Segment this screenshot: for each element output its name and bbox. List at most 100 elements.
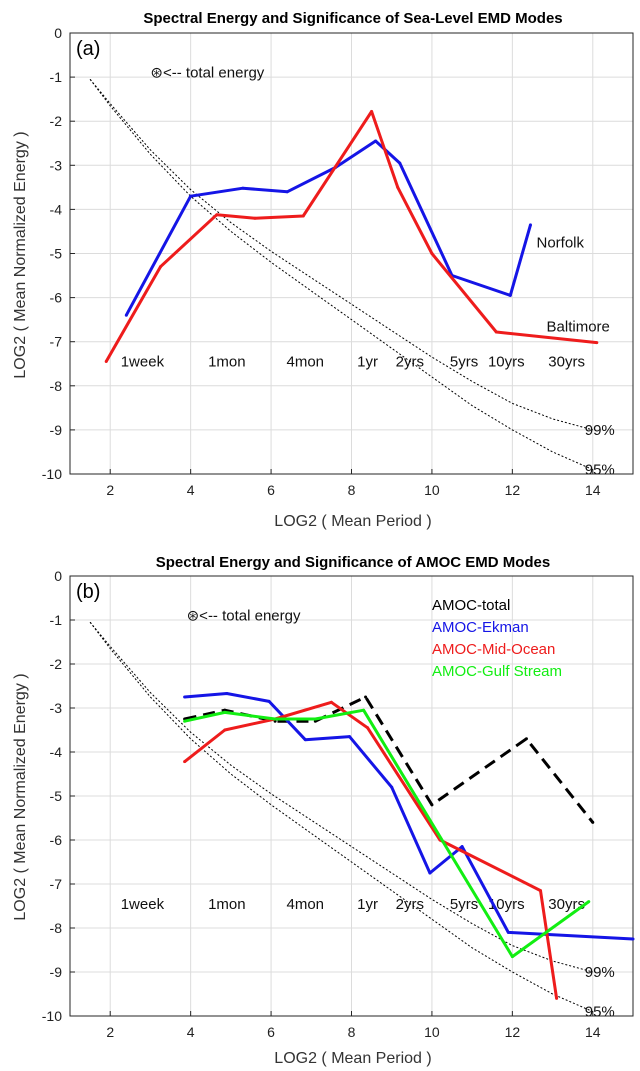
panel-b-xlabel: LOG2 ( Mean Period ) <box>274 1050 431 1067</box>
panel-b-ylabel: LOG2 ( Mean Normalized Energy ) <box>12 673 29 920</box>
data-point <box>104 360 108 364</box>
significance-label: 99% <box>585 964 615 981</box>
data-point <box>364 695 368 699</box>
data-point <box>183 760 187 764</box>
total-energy-annotation: ⊛<-- total energy <box>150 65 264 82</box>
y-tick-label: -2 <box>50 113 63 129</box>
y-tick-label: -10 <box>42 466 62 482</box>
x-tick-label: 12 <box>505 1024 521 1040</box>
panel-b: Spectral Energy and Significance of AMOC… <box>12 554 635 1067</box>
data-point <box>362 708 366 712</box>
series-line <box>183 700 559 999</box>
x-tick-label: 6 <box>267 1024 275 1040</box>
y-tick-label: -5 <box>50 788 63 804</box>
period-label: 1yr <box>357 896 378 913</box>
x-tick-label: 8 <box>348 482 356 498</box>
data-point <box>124 313 128 317</box>
data-point <box>555 996 559 1000</box>
data-point <box>273 717 277 721</box>
panel-a-ylabel: LOG2 ( Mean Normalized Energy ) <box>12 131 29 378</box>
y-tick-label: -7 <box>50 334 63 350</box>
data-point <box>347 735 351 739</box>
y-tick-label: -2 <box>50 656 63 672</box>
y-tick-label: -8 <box>50 378 63 394</box>
panel-b-title: Spectral Energy and Significance of AMOC… <box>156 554 551 571</box>
period-label: 10yrs <box>488 354 525 371</box>
y-tick-label: -10 <box>42 1008 62 1024</box>
y-tick-label: -8 <box>50 920 63 936</box>
data-point <box>285 190 289 194</box>
period-label: 1week <box>121 896 165 913</box>
data-point <box>430 252 434 255</box>
data-point <box>189 194 193 198</box>
x-tick-label: 2 <box>106 1024 114 1040</box>
panel-a-title: Spectral Energy and Significance of Sea-… <box>143 10 562 27</box>
data-point <box>223 710 227 714</box>
total-energy-annotation: ⊛<-- total energy <box>187 608 301 625</box>
period-label: 30yrs <box>548 896 585 913</box>
period-label: 30yrs <box>548 354 585 371</box>
significance-label: 95% <box>585 1004 615 1021</box>
y-tick-label: -6 <box>50 290 63 306</box>
significance-curve <box>89 621 594 1013</box>
data-point <box>366 726 370 730</box>
data-point <box>301 214 305 218</box>
data-point <box>374 139 378 143</box>
period-label: 4mon <box>286 896 324 913</box>
data-point <box>183 695 187 699</box>
data-point <box>215 213 219 217</box>
y-tick-label: -7 <box>50 876 63 892</box>
x-tick-label: 2 <box>106 482 114 498</box>
data-point <box>267 699 271 703</box>
x-tick-label: 12 <box>505 482 521 498</box>
data-point <box>591 820 595 824</box>
y-tick-label: -1 <box>50 612 63 628</box>
period-label: 1yr <box>357 354 378 371</box>
data-point <box>508 293 512 297</box>
x-tick-label: 10 <box>424 1024 440 1040</box>
legend-entry: AMOC-Mid-Ocean <box>432 641 555 658</box>
series-line <box>124 139 532 316</box>
data-point <box>183 719 187 723</box>
period-label: 1week <box>121 354 165 371</box>
y-tick-label: -1 <box>50 69 63 85</box>
y-tick-label: -9 <box>50 422 63 438</box>
x-tick-label: 14 <box>585 482 601 498</box>
y-tick-label: -5 <box>50 246 63 262</box>
x-tick-label: 14 <box>585 1024 601 1040</box>
series-line <box>184 692 634 941</box>
y-tick-label: -6 <box>50 832 63 848</box>
period-label: 4mon <box>286 354 324 371</box>
data-point <box>390 785 394 789</box>
period-label: 5yrs <box>450 354 478 371</box>
period-label: 1mon <box>208 896 246 913</box>
data-point <box>396 185 400 189</box>
data-point <box>329 700 333 704</box>
panel-label: (a) <box>76 38 100 60</box>
data-point <box>398 161 402 165</box>
y-tick-label: -4 <box>50 744 63 760</box>
significance-curve <box>89 621 593 973</box>
data-point <box>313 717 317 721</box>
panel-a-xlabel: LOG2 ( Mean Period ) <box>274 513 431 530</box>
period-label: 1mon <box>208 354 246 371</box>
series-line <box>104 110 597 363</box>
x-tick-label: 8 <box>348 1024 356 1040</box>
data-point <box>494 330 498 334</box>
panel-a: Spectral Energy and Significance of Sea-… <box>12 10 634 530</box>
data-point <box>223 728 227 732</box>
data-point <box>528 223 532 227</box>
x-tick-label: 10 <box>424 482 440 498</box>
significance-label: 99% <box>585 422 615 439</box>
y-tick-label: -9 <box>50 964 63 980</box>
data-point <box>510 955 514 959</box>
x-tick-label: 6 <box>267 482 275 498</box>
significance-curve <box>89 78 594 471</box>
data-point <box>303 738 307 742</box>
significance-curve <box>89 78 593 431</box>
data-point <box>595 341 599 345</box>
data-point <box>631 937 635 941</box>
data-point <box>225 691 229 695</box>
data-point <box>506 930 510 934</box>
